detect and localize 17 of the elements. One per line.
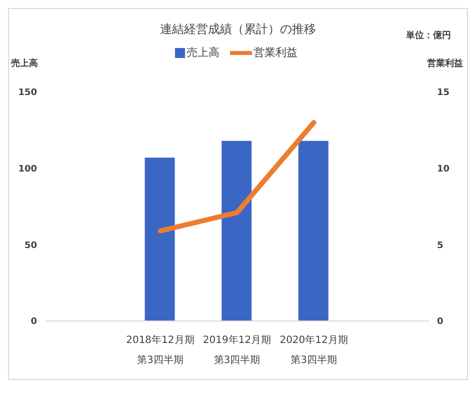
y-tick-label: 100 <box>18 164 37 175</box>
y2-tick-label: 0 <box>437 317 444 328</box>
y2-tick-label: 10 <box>437 164 450 175</box>
chart-title: 連結経営成績（累計）の推移 <box>160 22 316 36</box>
x-tick-label: 2019年12月期第3四半期 <box>202 334 272 366</box>
y2-axis-title: 営業利益 <box>427 57 463 70</box>
y-tick-label: 0 <box>30 317 37 328</box>
x-tick-label: 2020年12月期第3四半期 <box>280 334 348 366</box>
legend-label: 営業利益 <box>252 45 298 60</box>
legend-label: 売上高 <box>186 45 220 60</box>
y-tick-label: 150 <box>18 88 37 98</box>
y-axis-title: 売上高 <box>11 57 38 70</box>
unit-note: 単位：億円 <box>406 29 451 42</box>
x-tick-label: 2018年12月期第3四半期 <box>126 334 194 366</box>
y2-tick-label: 5 <box>437 240 444 251</box>
y-tick-label: 50 <box>24 240 37 251</box>
y2-tick-label: 15 <box>437 88 450 98</box>
